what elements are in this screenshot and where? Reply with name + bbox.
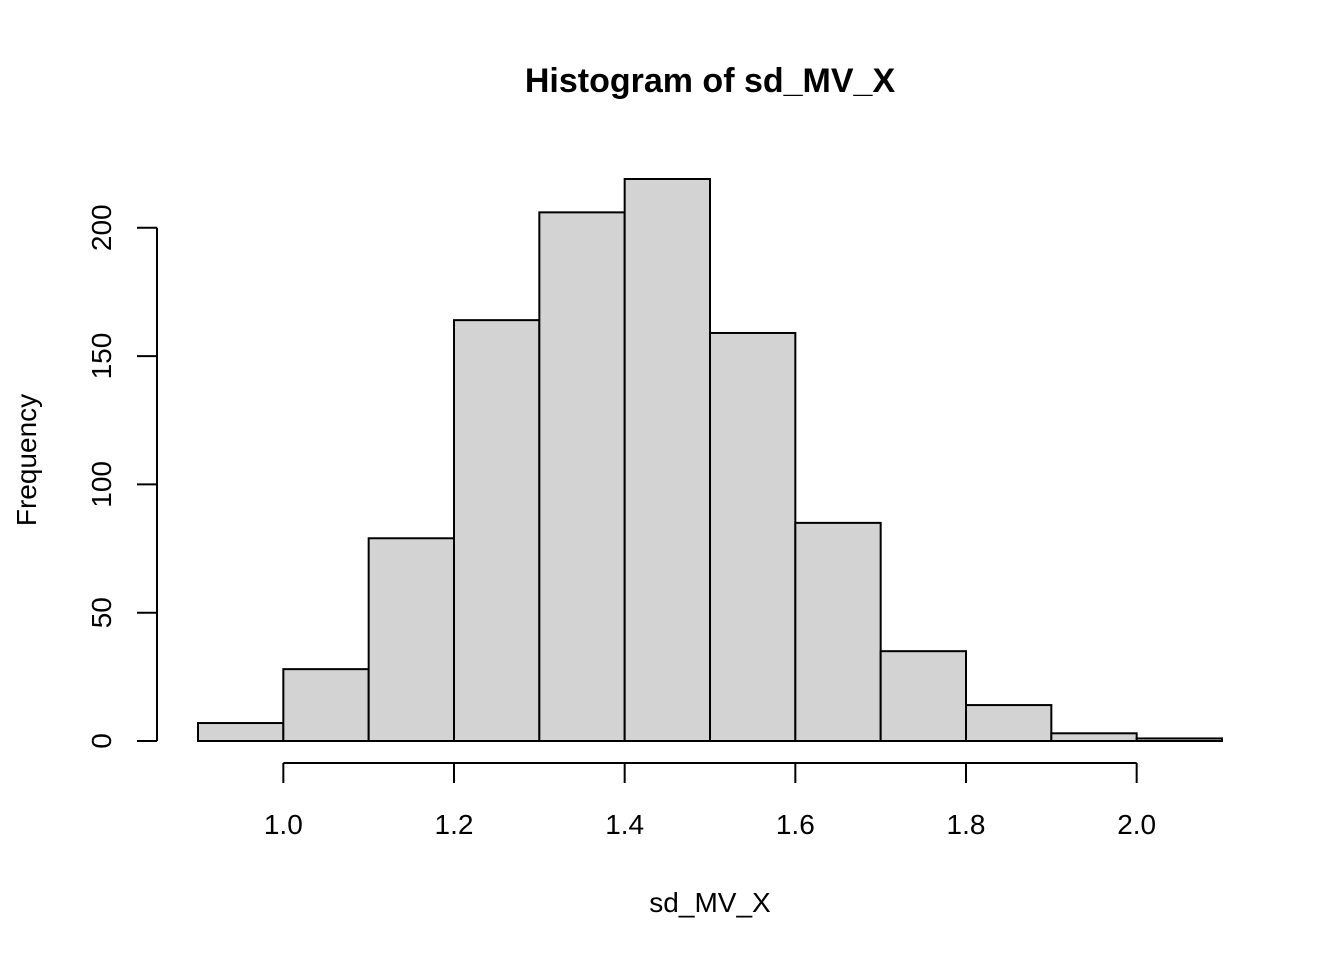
bars-layer — [197, 178, 1223, 743]
histogram-bar — [1135, 737, 1223, 742]
histogram-bar — [282, 668, 370, 742]
histogram-bar — [794, 521, 882, 742]
histogram-bar — [879, 650, 968, 743]
histogram-bar — [623, 178, 712, 742]
x-axis: 1.0 1.2 1.4 1.6 1.8 2.0 — [264, 762, 1156, 840]
chart-title: Histogram of sd_MV_X — [525, 62, 896, 100]
x-tick-label: 1.2 — [435, 809, 474, 840]
histogram-bar — [367, 537, 455, 742]
histogram-bar — [965, 704, 1053, 742]
histogram-bar — [538, 211, 626, 743]
x-tick-label: 1.4 — [605, 809, 644, 840]
histogram-bar — [1050, 732, 1138, 743]
y-axis-label: Frequency — [11, 394, 42, 526]
x-tick-label: 2.0 — [1117, 809, 1156, 840]
y-tick-label: 0 — [86, 733, 117, 749]
y-axis: 0 50 100 150 200 — [86, 204, 158, 749]
y-tick-label: 150 — [86, 333, 117, 380]
y-tick-label: 100 — [86, 461, 117, 508]
histogram-bar — [709, 331, 797, 742]
histogram-bar — [453, 319, 541, 742]
y-tick-label: 200 — [86, 204, 117, 251]
histogram-bar — [197, 722, 285, 743]
x-tick-label: 1.6 — [776, 809, 815, 840]
x-tick-label: 1.0 — [264, 809, 303, 840]
x-tick-label: 1.8 — [947, 809, 986, 840]
y-tick-label: 50 — [86, 597, 117, 628]
x-axis-label: sd_MV_X — [649, 887, 771, 918]
